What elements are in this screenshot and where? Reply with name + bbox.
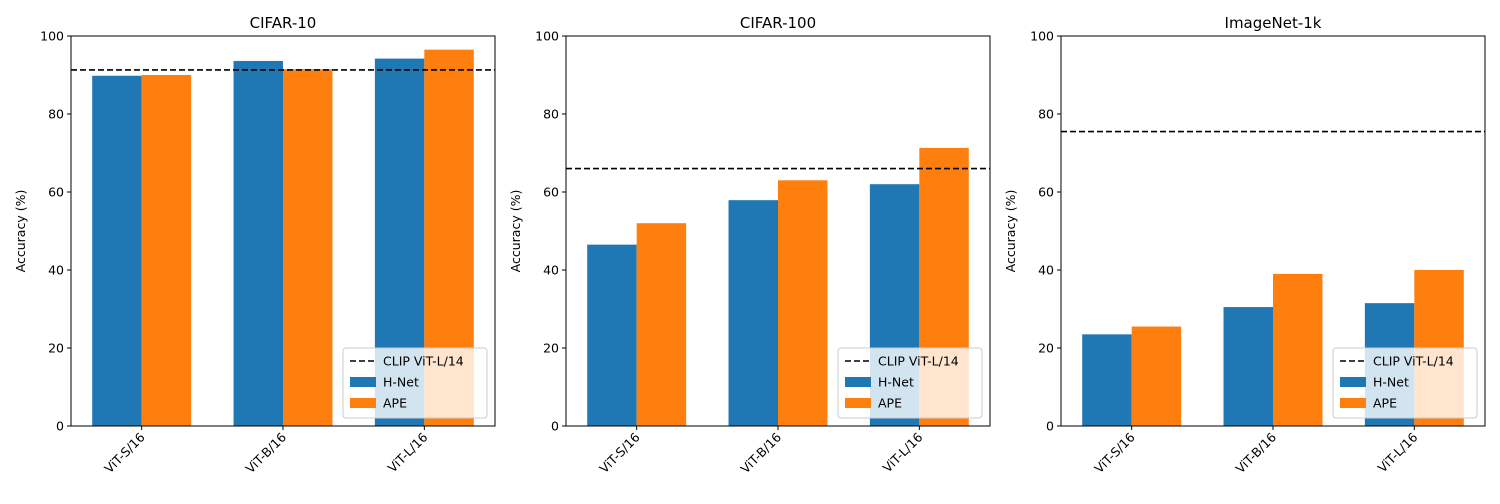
y-tick-label: 60 bbox=[543, 185, 559, 200]
legend-box bbox=[1332, 347, 1478, 419]
x-tick-label: ViT-S/16 bbox=[596, 429, 643, 476]
y-tick-label: 40 bbox=[543, 263, 559, 278]
legend-swatch bbox=[1340, 377, 1366, 387]
bar-h-net-1 bbox=[587, 244, 637, 426]
x-tick-label: ViT-L/16 bbox=[385, 429, 431, 475]
legend-swatch bbox=[350, 377, 376, 387]
chart-title: ImageNet-1k bbox=[1225, 14, 1322, 32]
bar-h-net-1 bbox=[92, 75, 142, 426]
x-tick-label: ViT-S/16 bbox=[101, 429, 148, 476]
y-tick-label: 60 bbox=[1038, 185, 1054, 200]
legend: CLIP ViT-L/14 H-Net APE bbox=[342, 347, 488, 419]
legend: CLIP ViT-L/14 H-Net APE bbox=[1332, 347, 1478, 419]
bar-h-net-1 bbox=[1082, 334, 1132, 426]
bar-h-net-2 bbox=[728, 200, 778, 426]
legend-label: H-Net bbox=[878, 375, 914, 390]
bar-h-net-2 bbox=[233, 60, 283, 427]
legend-swatch bbox=[845, 398, 871, 408]
legend-label: CLIP ViT-L/14 bbox=[1373, 354, 1454, 369]
bar-ape-2 bbox=[1273, 273, 1323, 426]
y-tick-label: 20 bbox=[543, 341, 559, 356]
y-tick-label: 100 bbox=[40, 29, 64, 44]
x-tick-label: ViT-B/16 bbox=[737, 429, 784, 476]
legend-swatch bbox=[1340, 398, 1366, 408]
x-tick-label: ViT-L/16 bbox=[880, 429, 926, 475]
legend-swatch bbox=[350, 398, 376, 408]
y-tick-label: 80 bbox=[48, 107, 64, 122]
bar-ape-2 bbox=[778, 180, 828, 426]
legend-swatch bbox=[845, 377, 871, 387]
legend-label: CLIP ViT-L/14 bbox=[878, 354, 959, 369]
legend-label: APE bbox=[383, 396, 407, 411]
y-tick-label: 100 bbox=[535, 29, 559, 44]
y-tick-label: 0 bbox=[1046, 419, 1054, 434]
legend: CLIP ViT-L/14 H-Net APE bbox=[837, 347, 983, 419]
legend-label: APE bbox=[1373, 396, 1397, 411]
chart-panel-2: 0 20 40 60 80 100 ViT-S/16 ViT-B/16 ViT-L/16 CIFA… bbox=[508, 14, 991, 476]
y-axis-label: Accuracy (%) bbox=[1003, 190, 1018, 273]
chart-panel-1: 0 20 40 60 80 100 ViT-S/16 ViT-B/16 ViT-L/16 CIFA… bbox=[13, 14, 496, 476]
legend-label: APE bbox=[878, 396, 902, 411]
y-tick-label: 40 bbox=[1038, 263, 1054, 278]
chart-panel-3: 0 20 40 60 80 100 ViT-S/16 ViT-B/16 ViT-L/16 Imag… bbox=[1003, 14, 1486, 476]
y-axis-label: Accuracy (%) bbox=[13, 190, 28, 273]
x-tick-label: ViT-L/16 bbox=[1375, 429, 1421, 475]
y-tick-label: 60 bbox=[48, 185, 64, 200]
x-tick-label: ViT-B/16 bbox=[242, 429, 289, 476]
bar-ape-1 bbox=[636, 223, 687, 426]
y-tick-label: 0 bbox=[56, 419, 64, 434]
y-tick-label: 20 bbox=[1038, 341, 1054, 356]
legend-label: H-Net bbox=[383, 375, 419, 390]
y-tick-label: 80 bbox=[543, 107, 559, 122]
y-axis-label: Accuracy (%) bbox=[508, 190, 523, 273]
bar-h-net-2 bbox=[1223, 307, 1273, 426]
x-tick-label: ViT-S/16 bbox=[1091, 429, 1138, 476]
y-tick-label: 80 bbox=[1038, 107, 1054, 122]
legend-box bbox=[342, 347, 488, 419]
y-tick-label: 20 bbox=[48, 341, 64, 356]
legend-box bbox=[837, 347, 983, 419]
bar-ape-2 bbox=[283, 69, 333, 427]
legend-label: H-Net bbox=[1373, 375, 1409, 390]
bar-ape-1 bbox=[141, 75, 192, 426]
chart-title: CIFAR-100 bbox=[740, 14, 816, 32]
y-tick-label: 100 bbox=[1030, 29, 1054, 44]
y-tick-label: 0 bbox=[551, 419, 559, 434]
legend-label: CLIP ViT-L/14 bbox=[383, 354, 464, 369]
y-tick-label: 40 bbox=[48, 263, 64, 278]
bar-ape-1 bbox=[1131, 326, 1182, 426]
x-tick-label: ViT-B/16 bbox=[1232, 429, 1279, 476]
chart-title: CIFAR-10 bbox=[250, 14, 317, 32]
